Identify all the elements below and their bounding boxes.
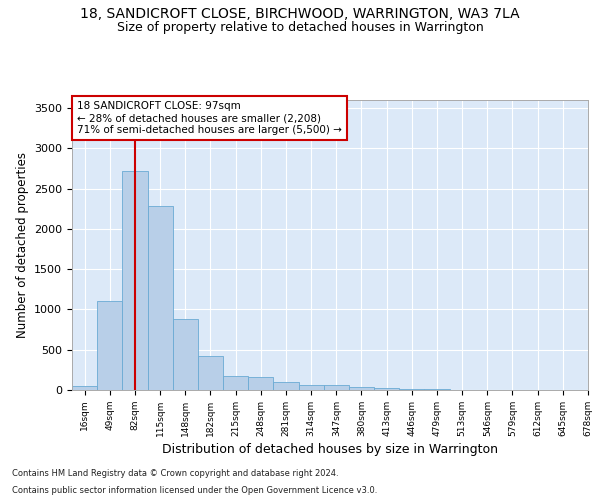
Bar	[198, 356, 223, 390]
Bar	[349, 387, 374, 390]
Bar	[223, 376, 248, 390]
Text: 18, SANDICROFT CLOSE, BIRCHWOOD, WARRINGTON, WA3 7LA: 18, SANDICROFT CLOSE, BIRCHWOOD, WARRING…	[80, 8, 520, 22]
Text: Distribution of detached houses by size in Warrington: Distribution of detached houses by size …	[162, 442, 498, 456]
Text: Size of property relative to detached houses in Warrington: Size of property relative to detached ho…	[116, 21, 484, 34]
Text: Contains HM Land Registry data © Crown copyright and database right 2024.: Contains HM Land Registry data © Crown c…	[12, 468, 338, 477]
Bar	[72, 386, 97, 390]
Bar	[299, 385, 324, 390]
Bar	[97, 302, 122, 390]
Bar	[274, 382, 299, 390]
Y-axis label: Number of detached properties: Number of detached properties	[16, 152, 29, 338]
Bar	[173, 319, 198, 390]
Bar	[248, 376, 274, 390]
Bar	[324, 385, 349, 390]
Bar	[148, 206, 173, 390]
Bar	[399, 389, 424, 390]
Bar	[374, 388, 399, 390]
Bar	[424, 389, 449, 390]
Text: Contains public sector information licensed under the Open Government Licence v3: Contains public sector information licen…	[12, 486, 377, 495]
Bar	[122, 171, 148, 390]
Text: 18 SANDICROFT CLOSE: 97sqm
← 28% of detached houses are smaller (2,208)
71% of s: 18 SANDICROFT CLOSE: 97sqm ← 28% of deta…	[77, 102, 342, 134]
